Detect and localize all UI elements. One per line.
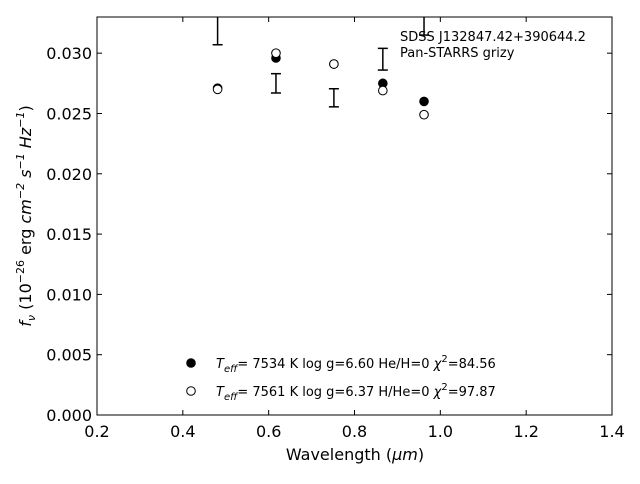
x-axis-label: Wavelength (μm) xyxy=(286,445,424,464)
point-open xyxy=(271,48,281,58)
y-tick-label: 0.020 xyxy=(46,165,92,184)
point-filled xyxy=(419,96,429,107)
observed-error-bar xyxy=(212,17,223,46)
y-axis-label: fν (10−26 erg cm−2 s−1 Hz−1) xyxy=(14,105,38,326)
legend-marker-filled xyxy=(186,358,196,368)
x-tick-label: 0.6 xyxy=(256,422,281,441)
annotation-object: SDSS J132847.42+390644.2 xyxy=(400,30,586,45)
observed-error-bars xyxy=(212,17,430,108)
x-axis-ticks: 0.2 0.4 0.6 0.8 1.0 1.2 1.4 xyxy=(84,17,625,441)
x-tick-label: 0.2 xyxy=(84,422,109,441)
observed-error-bar xyxy=(328,88,339,108)
point-open xyxy=(329,59,339,69)
legend-marker-open xyxy=(186,386,196,396)
y-tick-label: 0.015 xyxy=(46,225,92,244)
observed-error-bar xyxy=(270,72,281,94)
legend-entry-1: Teff= 7534 K log g=6.60 He/H=0 χ2=84.56 xyxy=(216,354,496,375)
model-points xyxy=(212,48,429,120)
point-open xyxy=(212,84,223,95)
observed-error-bar xyxy=(377,47,388,71)
y-tick-label: 0.025 xyxy=(46,104,92,123)
x-tick-label: 1.4 xyxy=(599,422,624,441)
legend: Teff= 7534 K log g=6.60 He/H=0 χ2=84.56 … xyxy=(186,354,496,403)
y-tick-label: 0.005 xyxy=(46,346,92,365)
x-tick-label: 0.4 xyxy=(170,422,195,441)
y-tick-label: 0.000 xyxy=(46,406,92,425)
y-tick-label: 0.030 xyxy=(46,44,92,63)
observed-error-bar xyxy=(419,17,430,36)
annotation-survey: Pan-STARRS grizy xyxy=(400,46,515,61)
legend-entry-2: Teff= 7561 K log g=6.37 H/He=0 χ2=97.87 xyxy=(216,382,496,403)
x-tick-label: 1.0 xyxy=(428,422,453,441)
point-open xyxy=(419,109,429,120)
y-axis-ticks: 0.000 0.005 0.010 0.015 0.020 0.025 0.030 xyxy=(46,44,612,425)
x-tick-label: 1.2 xyxy=(513,422,538,441)
x-tick-label: 0.8 xyxy=(342,422,367,441)
y-tick-label: 0.010 xyxy=(46,285,92,304)
plot-frame xyxy=(96,16,613,416)
annotation: SDSS J132847.42+390644.2 Pan-STARRS griz… xyxy=(400,30,586,61)
point-open xyxy=(378,85,388,96)
